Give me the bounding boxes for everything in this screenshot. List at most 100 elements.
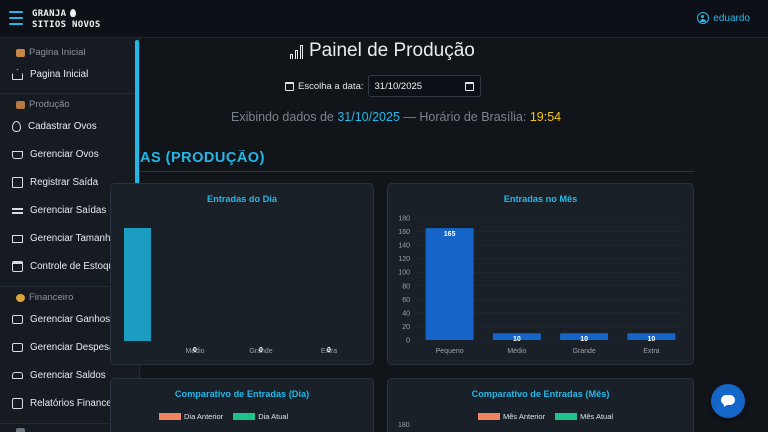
external-link-icon (12, 177, 23, 188)
legend-item-prev[interactable]: Dia Anterior (159, 412, 223, 421)
hamburger-menu-icon[interactable] (9, 11, 23, 25)
sidebar-item-label: Pagina Inicial (30, 69, 89, 80)
sidebar-item-gerenciar-despesas[interactable]: Gerenciar Despesas (12, 342, 119, 353)
section-title: Financeiro (29, 292, 74, 303)
user-menu[interactable]: eduardo (697, 12, 750, 24)
legend-item-prev[interactable]: Mês Anterior (478, 412, 545, 421)
showing-time: 19:54 (529, 110, 562, 124)
y-tick-label: 100 (398, 270, 410, 277)
sidebar-item-label: Registrar Saída (30, 177, 99, 188)
legend-item-curr[interactable]: Dia Atual (233, 412, 288, 421)
y-tick-label: 180 (398, 422, 410, 429)
y-tick-label: 140 (398, 243, 410, 250)
data-label: 0 (193, 347, 197, 354)
user-circle-icon (697, 12, 710, 24)
sidebar-item-label: Gerenciar Saldos (30, 370, 106, 381)
chart-month-svg: 0 20 40 60 80 100 120 140 160 180 165 Pequeno 10 Médi… (398, 216, 685, 355)
y-tick-label: 20 (402, 324, 410, 331)
sidebar-item-controle-estoque[interactable]: Controle de Estoque (12, 261, 119, 272)
sidebar-item-label: Cadastrar Ovos (28, 121, 97, 132)
sidebar-item-gerenciar-ganhos[interactable]: Gerenciar Ganhos (12, 314, 110, 325)
y-tick-label: 60 (402, 297, 410, 304)
date-label: Escolha a data: (298, 80, 364, 92)
legend-label: Mês Anterior (503, 412, 546, 421)
data-label: 10 (647, 336, 655, 343)
legend-swatch (159, 413, 181, 420)
date-value: 31/10/2025 (374, 80, 423, 92)
basket-icon (12, 150, 23, 159)
bar-chart-icon (290, 44, 303, 59)
sidebar-item-label: Gerenciar Tamanhos (30, 233, 121, 244)
user-name: eduardo (713, 12, 750, 24)
swap-arrows-icon (12, 205, 23, 216)
sidebar-scrollbar[interactable] (135, 40, 139, 230)
wallet-icon (12, 343, 23, 352)
legend-label: Dia Atual (258, 412, 289, 421)
divider (0, 423, 134, 424)
x-tick-label: Extra (321, 348, 337, 355)
x-tick-label: Pequeno (436, 348, 464, 355)
legend-swatch (478, 413, 500, 420)
sidebar-item-label: Relatórios Financeiros (30, 398, 128, 409)
chart-legend: Mês Anterior Mês Atual (478, 412, 613, 421)
sidebar-section-cut (16, 428, 25, 432)
x-tick-label: Médio (185, 348, 204, 355)
y-tick-label: 80 (402, 283, 410, 290)
home-icon (12, 69, 23, 80)
sidebar-item-gerenciar-saidas[interactable]: Gerenciar Saídas (12, 205, 106, 216)
sidebar-item-label: Gerenciar Saídas (30, 205, 107, 216)
section-title: Pagina Inicial (29, 47, 86, 58)
chart-legend: Dia Anterior Dia Atual (159, 412, 288, 421)
data-label: 0 (259, 347, 263, 354)
egg-icon (12, 121, 21, 132)
sidebar-item-gerenciar-tamanhos[interactable]: Gerenciar Tamanhos (12, 233, 121, 244)
calendar-icon (285, 81, 294, 91)
sidebar-item-gerenciar-saldos[interactable]: Gerenciar Saldos (12, 370, 106, 381)
showing-prefix: Exibindo dados de (231, 110, 334, 124)
x-tick-label: Grande (572, 348, 595, 355)
page-title: Painel de Produção (290, 40, 475, 62)
sidebar-section-home: Pagina Inicial (16, 47, 86, 58)
sidebar-item-label: Gerenciar Ovos (30, 149, 99, 160)
date-input[interactable]: 31/10/2025 (367, 75, 481, 97)
chat-fab-button[interactable] (711, 384, 745, 418)
data-label: 165 (444, 231, 456, 238)
brand-line2: SITIOS NOVOS (32, 20, 101, 30)
x-tick-label: Médio (507, 348, 526, 355)
chart-card-day: Entradas do Dia Médio 0 Grande 0 Extra 0 (110, 183, 374, 365)
divider (0, 93, 134, 94)
chart-title: Comparativo de Entradas (Mês) (471, 389, 610, 399)
chart-title: Entradas no Mês (503, 194, 578, 204)
sidebar-section-financeiro: Financeiro (16, 292, 73, 303)
divider (0, 286, 134, 287)
legend-label: Dia Anterior (184, 412, 224, 421)
sidebar-item-label: Controle de Estoque (30, 261, 120, 272)
money-bag-emoji-icon (16, 293, 25, 302)
egg-logo-icon (70, 9, 77, 17)
y-tick-label: 40 (402, 310, 410, 317)
section-divider (140, 171, 695, 172)
sidebar-item-label: Gerenciar Despesas (30, 342, 120, 353)
data-label: 10 (580, 336, 588, 343)
x-tick-label: Grande (249, 348, 272, 355)
sidebar-item-gerenciar-ovos[interactable]: Gerenciar Ovos (12, 149, 99, 160)
sidebar-item-pagina-inicial[interactable]: Pagina Inicial (12, 69, 88, 80)
y-tick-label: 160 (398, 229, 410, 236)
calendar-picker-icon[interactable] (464, 81, 474, 91)
bar-extra (627, 333, 676, 340)
chart-title: Entradas do Dia (207, 194, 277, 204)
sidebar-item-relatorios-financeiros[interactable]: Relatórios Financeiros (12, 398, 127, 409)
section-title: Produção (29, 99, 70, 110)
brand-logo[interactable]: GRANJA SITIOS NOVOS (32, 9, 101, 31)
legend-label: Mês Atual (580, 412, 614, 421)
sidebar-item-registrar-saida[interactable]: Registrar Saída (12, 177, 98, 188)
package-emoji-icon (16, 100, 25, 109)
archive-box-icon (12, 261, 23, 272)
chart-card-compare-day: Comparativo de Entradas (Dia) Dia Anteri… (110, 378, 374, 432)
sidebar-item-cadastrar-ovos[interactable]: Cadastrar Ovos (12, 121, 97, 132)
data-label: 10 (513, 336, 521, 343)
legend-item-curr[interactable]: Mês Atual (555, 412, 613, 421)
bar-médio (492, 333, 541, 340)
legend-swatch (233, 413, 256, 420)
